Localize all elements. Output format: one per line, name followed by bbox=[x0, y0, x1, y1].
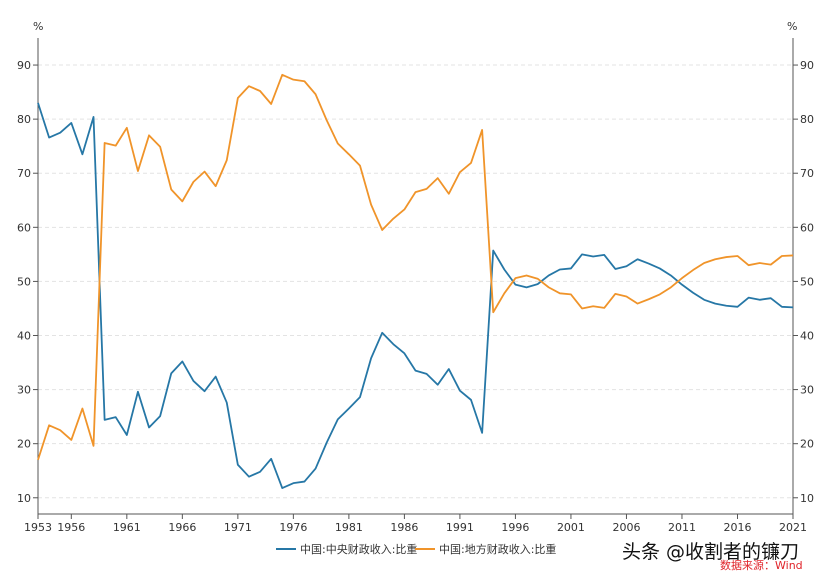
x-tick-label-1996: 1996 bbox=[501, 521, 529, 534]
y-tick-label-left-50: 50 bbox=[17, 275, 31, 288]
y-tick-label-right-40: 40 bbox=[800, 330, 814, 343]
y-tick-label-right-10: 10 bbox=[800, 492, 814, 505]
x-tick-label-1956: 1956 bbox=[57, 521, 85, 534]
legend: 中国:中央财政收入:比重 中国:地方财政收入:比重 bbox=[276, 542, 556, 556]
y-unit-right: % bbox=[787, 20, 797, 33]
y-tick-label-right-60: 60 bbox=[800, 221, 814, 234]
y-tick-label-right-80: 80 bbox=[800, 113, 814, 126]
y-tick-label-left-70: 70 bbox=[17, 167, 31, 180]
x-tick-label-2006: 2006 bbox=[612, 521, 640, 534]
x-tick-label-1986: 1986 bbox=[390, 521, 418, 534]
x-tick-label-1966: 1966 bbox=[168, 521, 196, 534]
y-tick-label-left-80: 80 bbox=[17, 113, 31, 126]
y-unit-left: % bbox=[33, 20, 43, 33]
source-note: 数据来源：Wind bbox=[720, 559, 803, 572]
series-line-2 bbox=[37, 73, 794, 461]
y-tick-label-left-90: 90 bbox=[17, 59, 31, 72]
x-tick-label-2016: 2016 bbox=[723, 521, 751, 534]
x-tick-label-2021: 2021 bbox=[779, 521, 807, 534]
y-tick-label-right-70: 70 bbox=[800, 167, 814, 180]
watermark-text: 头条 @收割者的镰刀 bbox=[622, 541, 800, 563]
y-tick-label-left-30: 30 bbox=[17, 384, 31, 397]
x-tick-label-1981: 1981 bbox=[335, 521, 363, 534]
series-line-1 bbox=[37, 102, 794, 489]
y-tick-label-right-30: 30 bbox=[800, 384, 814, 397]
x-tick-label-1961: 1961 bbox=[113, 521, 141, 534]
y-tick-label-right-20: 20 bbox=[800, 438, 814, 451]
y-tick-label-left-60: 60 bbox=[17, 221, 31, 234]
x-tick-label-2001: 2001 bbox=[557, 521, 585, 534]
grid-lines bbox=[38, 64, 793, 499]
x-axis: 1953 1956 1961 1966 1971 1976 1981 1986 1991 1996… bbox=[24, 513, 807, 534]
x-tick-label-1953: 1953 bbox=[24, 521, 52, 534]
legend-label-2: 中国:地方财政收入:比重 bbox=[439, 542, 556, 556]
x-tick-label-1991: 1991 bbox=[446, 521, 474, 534]
y-tick-label-right-50: 50 bbox=[800, 275, 814, 288]
y-tick-label-left-10: 10 bbox=[17, 492, 31, 505]
y-tick-label-left-20: 20 bbox=[17, 438, 31, 451]
x-tick-label-1971: 1971 bbox=[224, 521, 252, 534]
y-tick-label-right-90: 90 bbox=[800, 59, 814, 72]
x-tick-label-2011: 2011 bbox=[668, 521, 696, 534]
y-axis-right: 10 20 30 40 50 60 70 80 90 bbox=[792, 38, 814, 514]
y-axis-left: 10 20 30 40 50 60 70 80 90 bbox=[17, 38, 39, 514]
series-lines bbox=[37, 73, 794, 489]
y-tick-label-left-40: 40 bbox=[17, 330, 31, 343]
legend-label-1: 中国:中央财政收入:比重 bbox=[300, 542, 417, 556]
x-tick-label-1976: 1976 bbox=[279, 521, 307, 534]
